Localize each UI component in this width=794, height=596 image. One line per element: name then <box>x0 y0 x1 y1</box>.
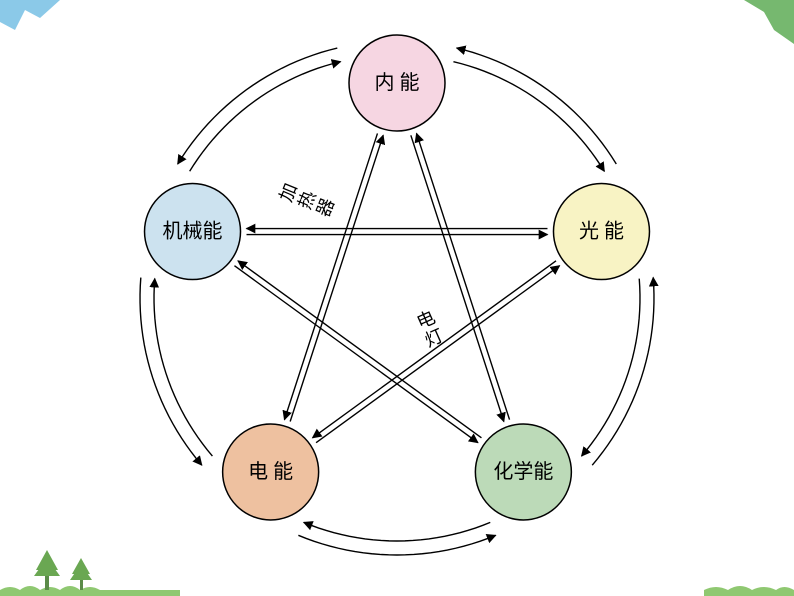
edge-label: 电灯 <box>414 307 447 351</box>
inner-chord <box>290 135 383 421</box>
outer-arc <box>582 279 640 456</box>
outer-arc <box>298 535 495 555</box>
node-mechanical: 机械能 <box>145 184 241 280</box>
outer-arc <box>154 279 212 456</box>
node-chemical: 化学能 <box>475 424 571 520</box>
node-electric: 电 能 <box>223 424 319 520</box>
outer-arc <box>457 48 617 164</box>
energy-conversion-diagram: 内 能光 能化学能 电 能 机械能 加热器电灯 <box>0 0 794 596</box>
outer-arc <box>140 278 202 466</box>
inner-chord <box>417 133 510 419</box>
inner-chord <box>411 135 504 421</box>
node-light: 光 能 <box>553 184 649 280</box>
outer-arc <box>592 278 654 466</box>
node-label-chemical: 化学能 <box>493 460 553 483</box>
node-label-mechanical: 机械能 <box>163 220 223 243</box>
node-label-thermal: 内 能 <box>375 71 420 94</box>
outer-arc <box>304 522 491 541</box>
inner-chord <box>284 133 377 419</box>
outer-arc <box>178 48 338 164</box>
inner-chord <box>316 266 559 443</box>
node-label-light: 光 能 <box>579 220 624 243</box>
edge-label: 加热器 <box>276 180 338 219</box>
node-thermal: 内 能 <box>349 35 445 131</box>
node-label-electric: 电 能 <box>248 460 293 483</box>
inner-chord <box>234 266 477 443</box>
